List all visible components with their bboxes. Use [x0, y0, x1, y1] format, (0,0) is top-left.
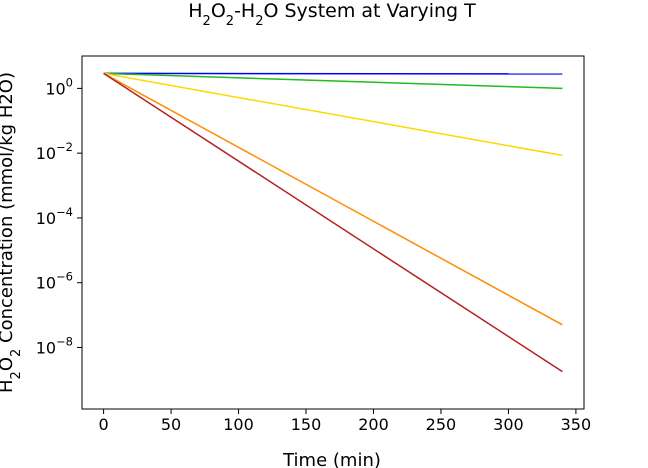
y-tick-label: 10−6 — [36, 270, 73, 293]
x-axis-label: Time (min) — [282, 450, 381, 468]
plot-area — [81, 55, 585, 410]
x-tick-label: 150 — [291, 415, 322, 434]
x-tick-label: 50 — [161, 415, 181, 434]
series-line-3 — [103, 72, 563, 157]
y-tick-label: 10−8 — [36, 334, 73, 357]
series-line-2 — [103, 72, 563, 90]
y-tick-label: 10−2 — [36, 140, 73, 163]
chart-title: H2O2-H2O System at Varying T — [188, 0, 476, 29]
y-tick-label: 100 — [45, 75, 73, 98]
y-axis-label: H2O2 Concentration (mmol/kg H2O) — [0, 72, 24, 393]
x-tick-label: 300 — [493, 415, 524, 434]
x-tick-label: 250 — [426, 415, 457, 434]
x-tick-label: 350 — [561, 415, 592, 434]
x-tick-label: 100 — [223, 415, 254, 434]
y-axis-ticks: 100 10−2 10−4 10−6 10−8 — [36, 75, 82, 357]
x-tick-label: 200 — [358, 415, 389, 434]
series-line-1 — [103, 72, 563, 75]
plot-frame — [81, 55, 585, 410]
x-tick-label: 0 — [98, 415, 108, 434]
series-layer — [103, 72, 563, 373]
x-axis-ticks: 0 50 100 150 200 250 300 350 — [98, 409, 591, 434]
series-line-5 — [103, 72, 563, 373]
y-tick-label: 10−4 — [36, 205, 73, 228]
series-line-4 — [103, 72, 563, 326]
